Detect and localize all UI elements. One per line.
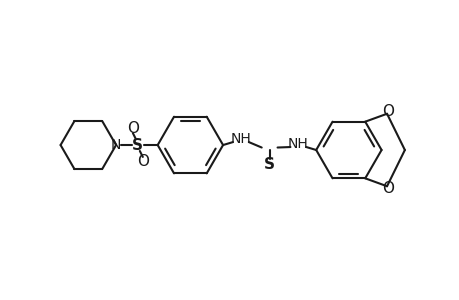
Text: NH: NH <box>287 137 308 151</box>
Text: NH: NH <box>230 132 251 146</box>
Text: O: O <box>381 181 393 196</box>
Text: O: O <box>381 104 393 119</box>
Text: S: S <box>132 137 143 152</box>
Text: O: O <box>127 121 139 136</box>
Text: N: N <box>111 138 121 152</box>
Text: O: O <box>136 154 149 169</box>
Text: S: S <box>263 157 274 172</box>
